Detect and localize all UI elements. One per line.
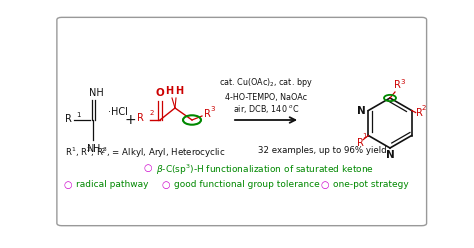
Text: NH: NH xyxy=(89,88,103,98)
Text: 2: 2 xyxy=(422,105,426,112)
Text: N: N xyxy=(386,150,394,160)
Text: R: R xyxy=(357,138,365,149)
Text: 4-HO-TEMPO, NaOAc: 4-HO-TEMPO, NaOAc xyxy=(225,93,307,102)
Text: cat. Cu(OAc)$_2$, cat. bpy: cat. Cu(OAc)$_2$, cat. bpy xyxy=(219,76,313,89)
Text: 2: 2 xyxy=(150,110,155,116)
Text: 1: 1 xyxy=(76,112,81,118)
Text: R: R xyxy=(65,114,72,124)
Text: good functional group tolerance: good functional group tolerance xyxy=(174,180,320,189)
Text: R: R xyxy=(204,109,211,119)
Text: radical pathway: radical pathway xyxy=(76,180,148,189)
Text: 3: 3 xyxy=(400,79,404,85)
Text: 32 examples, up to 96% yield: 32 examples, up to 96% yield xyxy=(258,146,387,155)
Text: ○: ○ xyxy=(321,180,329,190)
Text: R: R xyxy=(416,107,422,118)
Text: H: H xyxy=(175,86,183,96)
Text: 3: 3 xyxy=(210,106,215,112)
FancyBboxPatch shape xyxy=(57,17,427,226)
Text: +: + xyxy=(124,113,136,127)
Text: ○: ○ xyxy=(144,163,152,173)
Text: O: O xyxy=(155,88,164,98)
Text: H: H xyxy=(165,86,173,96)
Text: $\beta$-C(sp$^3$)-H functionalization of saturated ketone: $\beta$-C(sp$^3$)-H functionalization of… xyxy=(156,163,374,177)
Text: R: R xyxy=(394,80,401,90)
Text: one-pot strategy: one-pot strategy xyxy=(333,180,409,189)
Text: NH$_2$: NH$_2$ xyxy=(86,142,106,156)
Text: air, DCB, 140 $^o$C: air, DCB, 140 $^o$C xyxy=(233,103,299,115)
Text: R: R xyxy=(137,113,144,123)
Text: ○: ○ xyxy=(64,180,72,190)
Text: R$^1$, R$^2$, R$^3$, = Alkyl, Aryl, Heterocyclic: R$^1$, R$^2$, R$^3$, = Alkyl, Aryl, Hete… xyxy=(65,146,226,160)
Text: ·HCl: ·HCl xyxy=(108,107,128,117)
Text: 1: 1 xyxy=(362,133,366,139)
Text: ○: ○ xyxy=(162,180,170,190)
Text: N: N xyxy=(356,105,365,116)
